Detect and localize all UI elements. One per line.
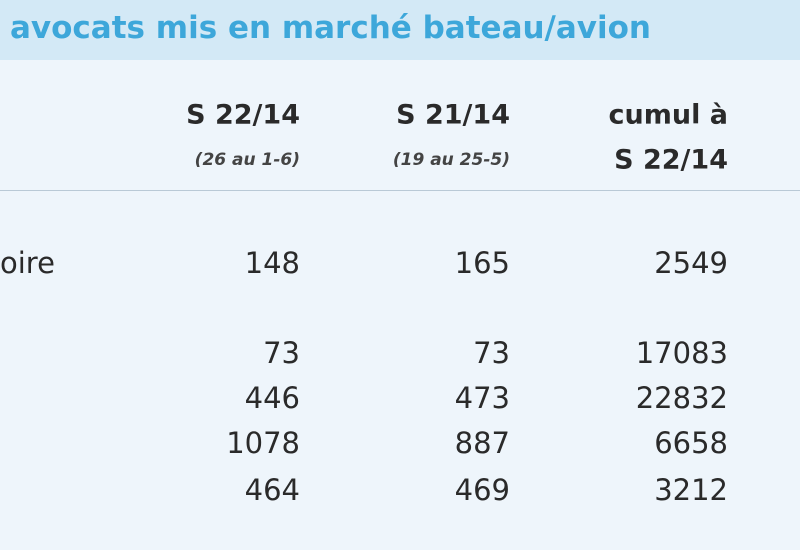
table-cell: 22832	[635, 381, 728, 415]
table-cell: 165	[454, 246, 510, 280]
table-cell: 446	[244, 381, 300, 415]
table-cell: 148	[244, 246, 300, 280]
table-cell: 469	[454, 473, 510, 507]
column-subheader: (19 au 25-5)	[392, 150, 510, 170]
column-subheader: (26 au 1-6)	[194, 150, 300, 170]
column-subheader: S 22/14	[614, 144, 728, 176]
row-label: oire	[0, 246, 55, 280]
table-cell: 464	[244, 473, 300, 507]
title-bar	[0, 0, 800, 60]
table-cell: 3212	[654, 473, 728, 507]
table-cell: 6658	[654, 426, 728, 460]
table-cell: 1078	[226, 426, 300, 460]
table-cell: 17083	[635, 336, 728, 370]
table-cell: 73	[263, 336, 300, 370]
column-header: S 21/14	[396, 99, 510, 131]
table-cell: 473	[454, 381, 510, 415]
header-rule	[0, 190, 800, 191]
column-header: cumul à	[608, 99, 728, 131]
column-header: S 22/14	[186, 99, 300, 131]
title: avocats mis en marché bateau/avion	[10, 10, 651, 46]
table-cell: 2549	[654, 246, 728, 280]
table-cell: 73	[473, 336, 510, 370]
table-cell: 887	[454, 426, 510, 460]
